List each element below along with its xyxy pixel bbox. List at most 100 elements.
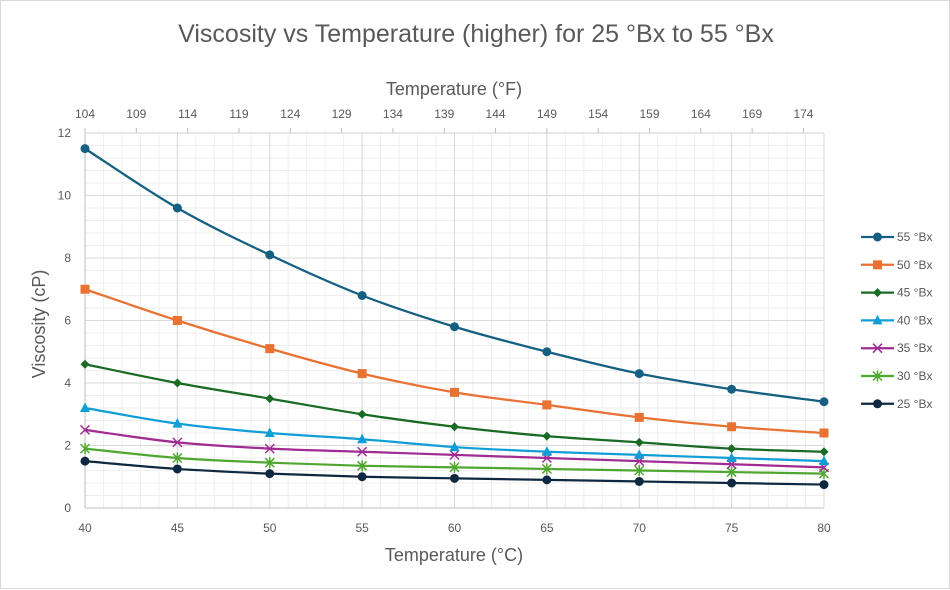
- x2-tick-label: 114: [178, 107, 197, 121]
- data-point-35-bx: [79, 424, 91, 435]
- data-point-55-bx: [819, 397, 829, 407]
- legend-swatch-marker: [873, 232, 882, 242]
- x-tick-label: 60: [448, 521, 462, 535]
- data-point-45-bx: [634, 437, 644, 447]
- data-point-50-bx: [357, 369, 367, 379]
- legend-item-35-bx: 35 °Bx: [861, 341, 932, 355]
- legend-item-55-bx: 55 °Bx: [861, 230, 932, 244]
- legend-item-45-bx: 45 °Bx: [861, 286, 932, 300]
- legend-item-50-bx: 50 °Bx: [861, 258, 932, 272]
- x-tick-label: 70: [633, 521, 647, 535]
- y-tick-label: 12: [58, 126, 72, 140]
- series-40-bx: [80, 402, 829, 466]
- data-point-45-bx: [80, 359, 90, 369]
- legend-label: 35 °Bx: [897, 341, 932, 355]
- y-tick-label: 8: [64, 251, 71, 265]
- data-point-30-bx: [357, 460, 368, 472]
- data-point-45-bx: [819, 447, 829, 457]
- data-point-50-bx: [542, 400, 552, 410]
- data-point-40-bx: [726, 452, 737, 462]
- x-tick-label: 65: [540, 521, 554, 535]
- data-point-55-bx: [727, 384, 737, 394]
- legend-swatch-marker: [873, 288, 882, 298]
- data-point-55-bx: [634, 369, 644, 379]
- legend-item-30-bx: 30 °Bx: [861, 369, 932, 383]
- data-point-50-bx: [265, 344, 275, 354]
- marker-stroke: [172, 437, 183, 448]
- data-point-35-bx: [449, 449, 460, 460]
- data-point-35-bx: [172, 437, 183, 448]
- x2-tick-label: 144: [486, 107, 506, 121]
- marker-stroke: [449, 449, 460, 460]
- data-point-25-bx: [634, 476, 644, 486]
- data-point-55-bx: [80, 144, 90, 154]
- data-point-35-bx: [357, 446, 368, 457]
- series-50-bx: [80, 284, 829, 438]
- y-tick-label: 6: [64, 314, 71, 328]
- x2-tick-label: 164: [691, 107, 711, 121]
- data-point-25-bx: [265, 469, 275, 479]
- marker-stroke: [872, 343, 883, 354]
- data-point-30-bx: [634, 465, 645, 476]
- series-30-bx: [79, 443, 830, 480]
- data-point-55-bx: [265, 250, 275, 260]
- data-point-40-bx: [634, 449, 645, 459]
- x-tick-label: 40: [78, 521, 92, 535]
- legend-label: 50 °Bx: [897, 258, 932, 272]
- y-tick-label: 2: [64, 439, 71, 453]
- x-tick-label: 45: [171, 521, 185, 535]
- legend-swatch-marker: [873, 260, 882, 270]
- x2-tick-label: 174: [793, 107, 813, 121]
- data-point-30-bx: [264, 457, 275, 469]
- legend: 55 °Bx 50 °Bx 45 °Bx 40 °Bx 35 °Bx 30 °Bx 25 °…: [861, 230, 932, 411]
- data-point-40-bx: [449, 441, 460, 452]
- data-point-45-bx: [172, 378, 182, 388]
- data-point-25-bx: [819, 480, 829, 490]
- data-point-45-bx: [450, 422, 459, 432]
- x2-tick-label: 149: [537, 107, 557, 121]
- data-point-30-bx: [449, 461, 460, 473]
- series-45-bx: [80, 359, 829, 457]
- y-axis-title: Viscosity (cP): [29, 270, 49, 379]
- legend-swatch-marker: [872, 370, 883, 382]
- data-point-40-bx: [264, 427, 275, 437]
- data-point-45-bx: [542, 431, 552, 441]
- series-group: [79, 144, 830, 490]
- data-point-35-bx: [264, 443, 275, 454]
- data-point-25-bx: [80, 456, 90, 466]
- x-tick-label: 75: [725, 521, 739, 535]
- y-tick-label: 4: [64, 376, 71, 390]
- data-point-30-bx: [172, 452, 183, 464]
- marker-stroke: [357, 446, 368, 457]
- data-point-45-bx: [357, 409, 367, 419]
- series-line-55-bx: [84, 147, 825, 403]
- data-point-40-bx: [819, 455, 829, 466]
- data-point-30-bx: [541, 463, 552, 475]
- x2-tick-label: 134: [383, 107, 403, 121]
- data-point-25-bx: [542, 475, 552, 485]
- data-point-55-bx: [172, 203, 182, 213]
- marker-stroke: [79, 424, 91, 435]
- legend-item-25-bx: 25 °Bx: [861, 397, 932, 411]
- data-point-50-bx: [819, 428, 829, 438]
- x2-tick-label: 104: [75, 107, 95, 121]
- data-point-25-bx: [727, 478, 737, 488]
- series-25-bx: [80, 456, 829, 490]
- x2-tick-label: 109: [126, 107, 146, 121]
- data-point-25-bx: [450, 473, 459, 483]
- x-axis-title: Temperature (°C): [385, 545, 523, 565]
- x-tick-label: 50: [263, 521, 277, 535]
- chart-title: Viscosity vs Temperature (higher) for 25…: [178, 20, 774, 48]
- legend-item-40-bx: 40 °Bx: [861, 313, 932, 327]
- legend-label: 55 °Bx: [897, 230, 932, 244]
- x2-tick-label: 159: [639, 107, 659, 121]
- y-tick-label: 0: [64, 501, 71, 515]
- x2-tick-label: 169: [742, 107, 762, 121]
- data-point-40-bx: [80, 402, 90, 412]
- data-point-25-bx: [172, 464, 182, 474]
- legend-label: 25 °Bx: [897, 397, 932, 411]
- data-point-55-bx: [357, 291, 367, 300]
